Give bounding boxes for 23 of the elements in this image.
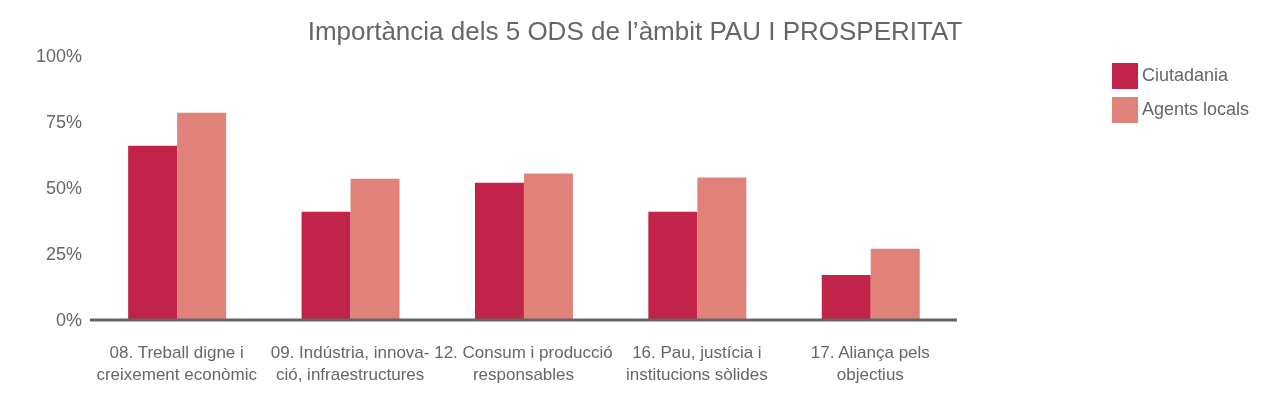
y-tick-label: 0%	[55, 310, 82, 331]
x-tick-label: 12. Consum i producció responsables	[434, 343, 613, 384]
bar	[128, 145, 178, 320]
y-tick-label: 25%	[45, 244, 82, 265]
legend-label: Agents locals	[1142, 99, 1250, 119]
x-tick-label: 17. Aliança pels objectius	[810, 343, 930, 384]
y-tick-label: 75%	[45, 112, 82, 133]
bar	[821, 275, 871, 320]
bar	[648, 211, 698, 320]
bar	[523, 173, 573, 320]
bar	[474, 182, 524, 320]
x-tick-label: 08. Treball digne i creixement econòmic	[96, 343, 258, 384]
x-tick-label: 09. Indústria, innova- ció, infraestructures	[270, 343, 430, 384]
y-tick-label: 50%	[45, 178, 82, 199]
bar	[870, 248, 920, 320]
bar	[177, 112, 227, 320]
x-tick-label: 16. Pau, justícia i institucions sòlides	[626, 343, 768, 384]
legend-label: Ciutadania	[1142, 65, 1229, 85]
bar	[697, 177, 747, 320]
y-tick-label: 100%	[35, 46, 82, 67]
chart-title: Importància dels 5 ODS de l’àmbit PAU I PROSPERITAT	[306, 16, 964, 47]
bar	[301, 211, 351, 320]
bar	[350, 178, 400, 320]
